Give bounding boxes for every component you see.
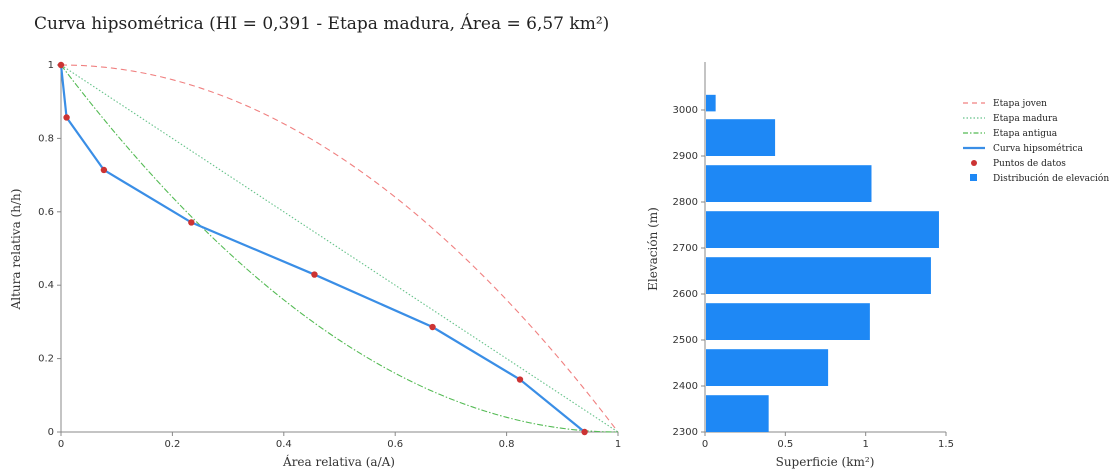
data-point: [581, 428, 588, 436]
data-point: [516, 376, 524, 383]
data-point: [311, 271, 318, 278]
left-x-tick-label: 0.2: [164, 439, 180, 450]
data-point: [57, 61, 65, 69]
data-point: [188, 219, 195, 226]
left-x-tick-label: 0.8: [499, 439, 515, 450]
left-y-tick-label: 0.8: [38, 133, 54, 144]
series-line-dashdot: [60, 64, 619, 433]
left-x-ticks: 0 0.2 0.4 0.6 0.8 1: [58, 432, 621, 450]
series-line-dotted: [60, 64, 619, 433]
data-points: [57, 61, 588, 436]
data-point: [429, 323, 436, 331]
legend: Etapa joven Etapa madura Etapa antigua C…: [963, 99, 1109, 184]
right-y-tick-label: 3000: [673, 105, 698, 116]
right-x-tick-label: 0.5: [777, 439, 793, 450]
left-series-lines: [59, 64, 619, 433]
elevation-bar: [706, 349, 829, 386]
right-x-tick-label: 1.5: [938, 439, 954, 450]
left-y-tick-label: 0.2: [38, 354, 54, 365]
legend-label-madura: Etapa madura: [993, 114, 1058, 124]
elevation-bar: [706, 303, 870, 340]
elevation-bar: [706, 257, 931, 294]
left-y-tick-label: 1: [48, 60, 54, 71]
legend-label-puntos: Puntos de datos: [993, 159, 1066, 169]
legend-swatch-puntos: [971, 160, 977, 166]
left-x-tick-label: 0.6: [387, 439, 403, 450]
right-y-ticks: 2300 2400 2500 2600 2700 2800 2900 3000: [673, 105, 705, 438]
chart-title: Curva hipsométrica (HI = 0,391 - Etapa m…: [34, 14, 610, 34]
right-x-tick-label: 0: [702, 439, 708, 450]
elevation-bar: [706, 94, 716, 112]
legend-label-curva: Curva hipsométrica: [993, 143, 1083, 154]
data-point: [63, 114, 70, 121]
right-y-tick-label: 2900: [673, 151, 698, 162]
legend-swatch-distribucion: [970, 174, 977, 181]
elevation-bar: [706, 119, 776, 156]
right-y-axis-label: Elevación (m): [646, 207, 660, 291]
legend-label-joven: Etapa joven: [993, 99, 1047, 109]
series-line-solid: [59, 64, 586, 433]
right-y-tick-label: 2600: [673, 289, 698, 300]
right-y-tick-label: 2400: [673, 381, 698, 392]
right-y-tick-label: 2800: [673, 197, 698, 208]
right-x-ticks: 0 0.5 1 1.5: [702, 432, 954, 450]
left-x-axis-label: Área relativa (a/A): [282, 454, 395, 469]
right-x-axis-label: Superficie (km²): [776, 455, 875, 469]
left-x-tick-label: 0.4: [276, 439, 292, 450]
right-x-tick-label: 1: [862, 439, 868, 450]
left-y-tick-label: 0.6: [38, 207, 54, 218]
left-y-tick-label: 0.4: [38, 280, 54, 291]
left-x-tick-label: 1: [615, 439, 621, 450]
data-point: [100, 166, 108, 174]
elevation-bars: [706, 94, 939, 432]
series-line-dashed: [60, 64, 619, 433]
elevation-bar: [706, 165, 872, 202]
right-y-tick-label: 2500: [673, 335, 698, 346]
hypsometric-plot: 0 0.2 0.4 0.6 0.8 1 0 0.2 0.4 0.6 0.8 1 Área relat…: [9, 60, 621, 469]
elevation-distribution-plot: 0 0.5 1 1.5 2300 2400 2500 2600 2700 2800 2900 300…: [646, 62, 954, 469]
right-y-tick-label: 2700: [673, 243, 698, 254]
left-y-ticks: 0 0.2 0.4 0.6 0.8 1: [38, 60, 61, 438]
right-y-tick-label: 2300: [673, 427, 698, 438]
legend-label-antigua: Etapa antigua: [993, 129, 1058, 139]
legend-label-distribucion: Distribución de elevación: [993, 173, 1109, 184]
elevation-bar: [706, 395, 769, 432]
left-x-tick-label: 0: [58, 439, 64, 450]
elevation-bar: [706, 211, 939, 248]
left-y-tick-label: 0: [48, 427, 54, 438]
left-y-axis-label: Altura relativa (h/h): [9, 189, 23, 311]
